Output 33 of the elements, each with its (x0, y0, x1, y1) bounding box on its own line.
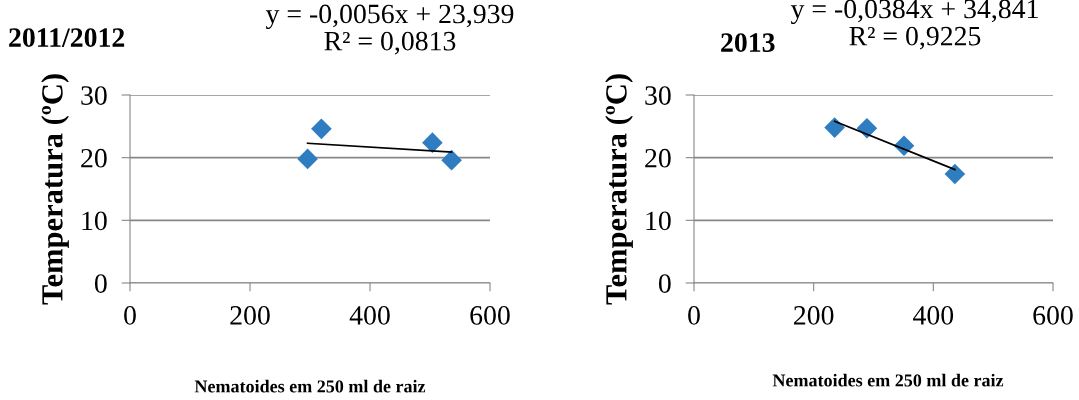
text: R² = 0,0813 (324, 31, 456, 55)
y-tick-label: 20 (645, 148, 671, 168)
x-tick-label: 200 (794, 306, 834, 325)
x-tick-label: 0 (688, 306, 700, 325)
y-tick-label: 30 (81, 86, 107, 105)
x-tick-label: 600 (470, 306, 510, 325)
x-axis-title: Nematoides em 250 ml de raiz (772, 373, 1004, 387)
point (311, 118, 332, 140)
chart-title: 2013 (721, 33, 775, 52)
point (856, 117, 878, 139)
y-tick-label: 0 (658, 274, 671, 293)
x-tick-label: 400 (349, 306, 390, 325)
point (297, 148, 318, 170)
point (824, 117, 845, 138)
x-tick-label: 200 (230, 306, 270, 325)
y-tick-label: 10 (646, 211, 671, 231)
y-tick-label: 0 (94, 274, 107, 293)
chart-title: 2011/2012 (9, 28, 125, 47)
point (422, 132, 443, 153)
y-axis-title: Temperatura (ºC) (41, 74, 69, 305)
x-tick-label: 400 (913, 306, 954, 325)
point (441, 149, 462, 171)
point (944, 163, 966, 185)
y-tick-label: 10 (82, 211, 107, 231)
text: y = -0,0384x + 34,841 (790, 0, 1038, 25)
text: R² = 0,9225 (849, 26, 981, 50)
x-axis-title: Nematoides em 250 ml de raiz (194, 379, 426, 393)
y-tick-label: 30 (645, 86, 671, 105)
x-tick-label: 0 (124, 306, 136, 325)
y-tick-label: 20 (81, 148, 107, 168)
y-axis-title: Temperatura (ºC) (605, 74, 633, 305)
text: y = -0,0056x + 23,939 (265, 4, 514, 30)
x-tick-label: 600 (1033, 306, 1073, 325)
